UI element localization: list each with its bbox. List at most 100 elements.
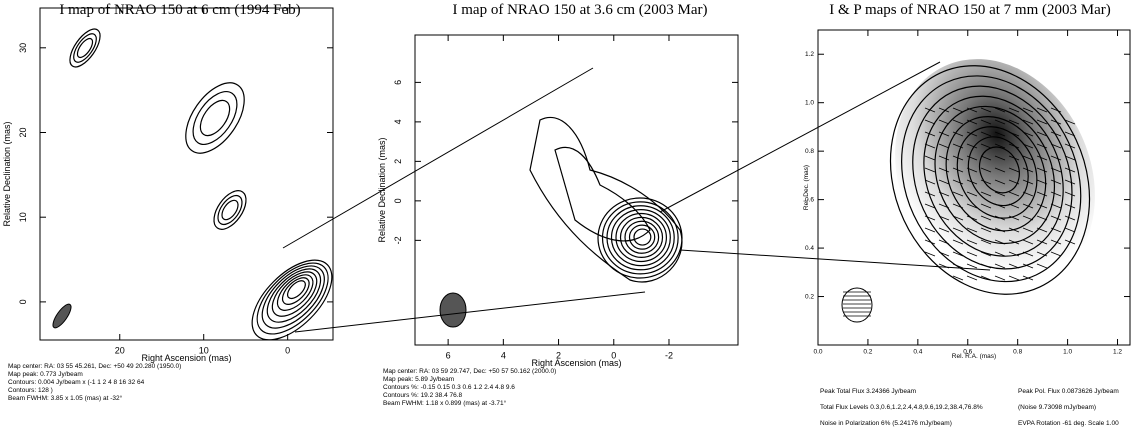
evpa-tick [994, 251, 1006, 257]
evpa-tick [980, 263, 992, 269]
evpa-tick [924, 203, 936, 209]
evpa-tick [1022, 203, 1034, 209]
evpa-tick [938, 251, 950, 257]
evpa-tick [966, 239, 978, 245]
evpa-tick [1008, 227, 1020, 233]
evpa-tick [952, 179, 964, 185]
evpa-tick [980, 191, 992, 197]
evpa-tick [1022, 131, 1034, 137]
evpa-tick [966, 131, 978, 137]
evpa-tick [966, 263, 978, 269]
evpa-tick [1036, 143, 1048, 149]
evpa-tick [1022, 227, 1034, 233]
intensity [895, 59, 1095, 291]
y-tick-label: 10 [18, 212, 28, 222]
panel-title: I map of NRAO 150 at 3.6 cm (2003 Mar) [453, 2, 708, 18]
beam [439, 292, 467, 328]
evpa-tick [1036, 107, 1048, 113]
contour [69, 28, 101, 68]
evpa-tick [938, 131, 950, 137]
contour [610, 209, 671, 267]
contour [213, 190, 247, 230]
evpa-tick [1050, 239, 1062, 245]
contour [967, 136, 1029, 207]
evpa-tick [1064, 227, 1076, 233]
note: Peak Pol. Flux 0.0873626 Jy/beam [1018, 388, 1119, 395]
evpa-tick [1008, 155, 1020, 161]
note: EVPA Rotation -61 deg. Scale 1.00 [1018, 420, 1119, 427]
evpa-tick [1036, 239, 1048, 245]
evpa-tick [1008, 191, 1020, 197]
evpa-tick [1064, 191, 1076, 197]
note: Map center: RA: 03 59 29.747, Dec: +50 5… [383, 368, 556, 375]
y-tick-label: 4 [393, 119, 403, 124]
evpa-tick [1036, 131, 1048, 137]
evpa-tick [1008, 239, 1020, 245]
evpa-tick [938, 167, 950, 173]
evpa-tick [994, 107, 1006, 113]
evpa-tick [1022, 239, 1034, 245]
plot-frame [414, 34, 739, 346]
x-axis-label: Right Ascension (mas) [531, 358, 621, 368]
evpa-tick [924, 227, 936, 233]
x-axis-label: Right Ascension (mas) [141, 353, 231, 363]
y-axis-label: Relative Declination (mas) [2, 121, 12, 226]
evpa-tick [994, 215, 1006, 221]
evpa-tick [1036, 251, 1048, 257]
evpa-tick [994, 239, 1006, 245]
evpa-tick [952, 143, 964, 149]
y-tick-label: 20 [18, 127, 28, 137]
evpa-tick [952, 251, 964, 257]
contour [217, 194, 243, 226]
evpa-tick [980, 203, 992, 209]
evpa-tick [980, 215, 992, 221]
evpa-tick [980, 179, 992, 185]
evpa-tick [1064, 179, 1076, 185]
y-axis-label: Relative Declination (mas) [377, 137, 387, 242]
contour [199, 99, 231, 137]
y-tick-label: -2 [393, 236, 403, 244]
contour [529, 116, 683, 283]
evpa-tick [1050, 203, 1062, 209]
evpa-tick [1022, 143, 1034, 149]
evpa-tick [980, 107, 992, 113]
note: Noise in Polarization 6% (5.24176 mJy/be… [820, 420, 952, 427]
contour [633, 228, 652, 246]
evpa-tick [924, 215, 936, 221]
y-tick-label: 30 [18, 43, 28, 53]
contour [619, 216, 664, 258]
evpa-tick [1008, 203, 1020, 209]
evpa-tick [994, 191, 1006, 197]
x-tick-label: 0.4 [913, 349, 922, 356]
evpa-tick [1036, 215, 1048, 221]
evpa-tick [980, 167, 992, 173]
evpa-tick [952, 227, 964, 233]
note: Beam FWHM: 3.85 x 1.05 (mas) at -32° [8, 394, 123, 402]
note: Peak Total Flux 3.24366 Jy/beam [820, 388, 916, 395]
x-tick-label: 10 [199, 345, 209, 355]
contour [281, 277, 310, 305]
evpa-tick [966, 155, 978, 161]
evpa-tick [1050, 119, 1062, 125]
contour [261, 265, 325, 329]
evpa-tick [966, 215, 978, 221]
x-tick-label: 2 [556, 350, 561, 360]
contour [221, 199, 239, 221]
evpa-tick [952, 239, 964, 245]
panel-title: I map of NRAO 150 at 6 cm (1994 Feb) [59, 2, 300, 18]
x-tick-label: 0.6 [963, 349, 972, 356]
evpa-tick [924, 239, 936, 245]
evpa-tick [994, 179, 1006, 185]
evpa-tick [1008, 275, 1020, 281]
contour [628, 224, 656, 250]
evpa-tick [994, 143, 1006, 149]
evpa-tick [966, 203, 978, 209]
evpa-tick [952, 215, 964, 221]
evpa-tick [1036, 191, 1048, 197]
x-tick-label: 20 [115, 345, 125, 355]
evpa-tick [938, 143, 950, 149]
evpa-tick [966, 275, 978, 281]
evpa-tick [1064, 203, 1076, 209]
contour [276, 274, 314, 311]
